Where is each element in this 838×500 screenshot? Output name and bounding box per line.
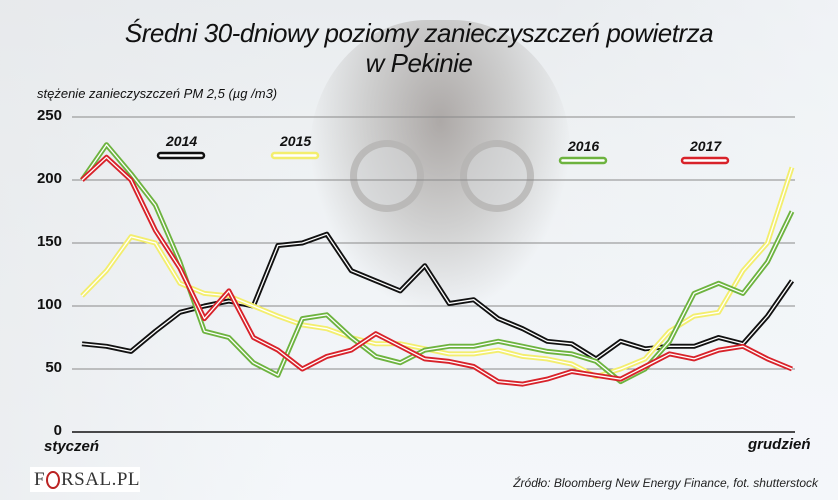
legend-swatch-2014 <box>156 151 206 160</box>
legend-swatches <box>156 151 730 165</box>
forsal-logo: F RSAL.PL <box>30 467 140 492</box>
gridlines <box>72 116 795 370</box>
y-tick-150: 150 <box>36 233 62 250</box>
y-tick-200: 200 <box>36 170 62 187</box>
y-tick-50: 50 <box>45 359 62 376</box>
series-2014-line <box>81 231 795 362</box>
logo-text-post: RSAL.PL <box>61 468 140 490</box>
legend-label-2016: 2016 <box>568 138 600 154</box>
y-tick-250: 250 <box>36 107 62 124</box>
chart-title-line2: w Pekinie <box>365 48 473 78</box>
y-tick-0: 0 <box>53 422 62 439</box>
source-note: Źródło: Bloomberg New Energy Finance, fo… <box>513 476 818 490</box>
legend-swatch-2016 <box>558 156 608 165</box>
series-lines <box>79 142 795 387</box>
chart-title-line1: Średni 30-dniowy poziomy zanieczyszczeń … <box>124 18 714 48</box>
y-tick-100: 100 <box>36 296 62 313</box>
legend-label-2015: 2015 <box>280 133 312 149</box>
legend-label-2017: 2017 <box>690 138 722 154</box>
legend-swatch-2015 <box>270 151 320 160</box>
x-end-label: grudzień <box>748 436 811 453</box>
y-axis-label: stężenie zanieczyszczeń PM 2,5 (µg /m3) <box>37 86 278 101</box>
logo-text-pre: F <box>34 468 46 490</box>
logo-chart-icon <box>46 470 60 489</box>
legend-label-2014: 2014 <box>166 133 198 149</box>
x-start-label: styczeń <box>44 438 100 455</box>
legend-swatch-2017 <box>680 156 730 165</box>
